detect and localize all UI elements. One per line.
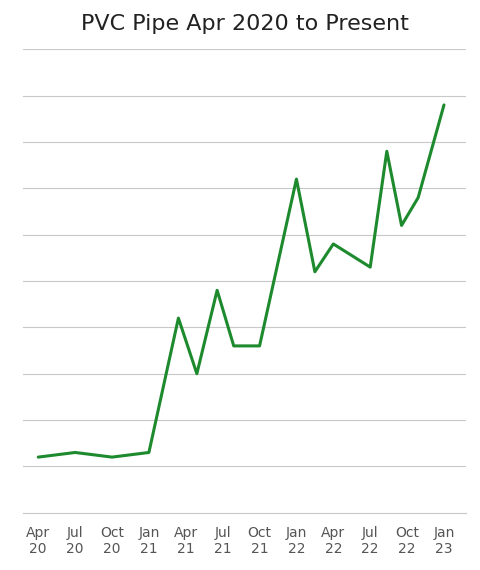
Title: PVC Pipe Apr 2020 to Present: PVC Pipe Apr 2020 to Present [81, 14, 409, 34]
